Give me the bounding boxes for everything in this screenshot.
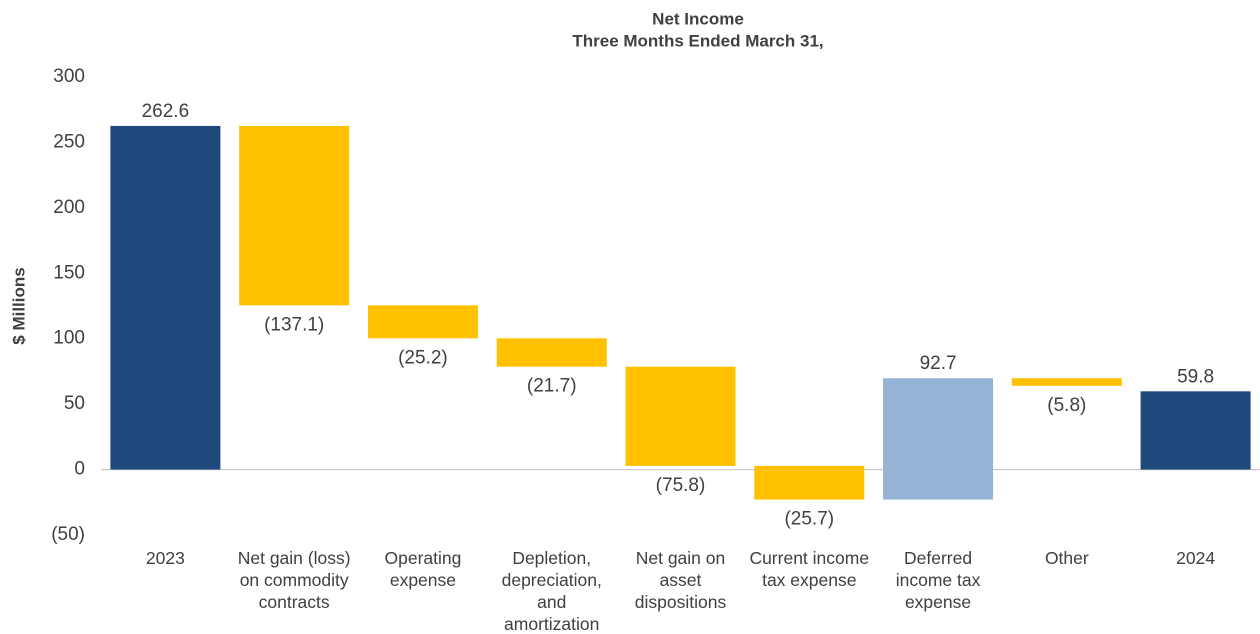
y-tick-label: 150 [53, 262, 85, 283]
y-tick-label: 100 [53, 328, 85, 349]
y-tick-label: 250 [53, 131, 85, 152]
value-label: (137.1) [264, 314, 324, 335]
x-tick-label: 2024 [1176, 548, 1216, 568]
value-label: (21.7) [527, 376, 577, 397]
chart-subtitle: Three Months Ended March 31, [572, 31, 823, 50]
bar [883, 378, 994, 500]
y-axis-label: $ Millions [9, 267, 28, 344]
value-label: 59.8 [1177, 366, 1214, 387]
x-tick-label: Operating expense [384, 548, 462, 590]
y-tick-label: (50) [51, 524, 85, 545]
chart-title: Net Income [652, 9, 744, 28]
x-tick-label: Other [1044, 548, 1089, 568]
bar [1011, 378, 1122, 386]
x-tick-label: Current income tax expense [749, 548, 870, 590]
x-tick-label: 2023 [145, 548, 185, 568]
value-label: (5.8) [1047, 395, 1086, 416]
bar [110, 125, 221, 470]
y-tick-label: 0 [74, 459, 85, 480]
value-label: 92.7 [920, 353, 957, 374]
y-tick-label: 300 [53, 66, 85, 87]
value-label: (25.2) [398, 347, 448, 368]
bar [754, 465, 865, 500]
y-tick-label: 50 [64, 393, 85, 414]
value-label: (25.7) [784, 509, 834, 530]
value-label: 262.6 [142, 101, 190, 122]
bar [239, 125, 350, 306]
x-tick-label: Net gain (loss) on commodity contracts [237, 548, 351, 612]
value-label: (75.8) [656, 475, 706, 496]
y-tick-label: 200 [53, 197, 85, 218]
bar [496, 338, 607, 367]
bar [367, 305, 478, 339]
x-tick-label: Deferred income tax expense [895, 548, 981, 612]
bar [1140, 391, 1251, 470]
x-tick-label: Net gain on asset dispositions [634, 548, 727, 612]
bar [625, 366, 736, 466]
x-tick-label: Depletion, depreciation, and amortizatio… [501, 548, 602, 634]
